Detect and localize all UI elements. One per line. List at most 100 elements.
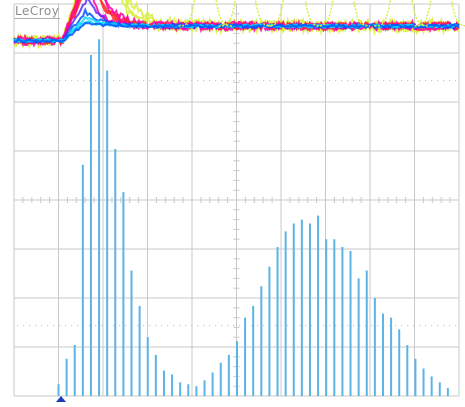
dotted-guide: [275, 325, 276, 326]
dotted-guide: [155, 80, 156, 81]
dotted-guide: [359, 80, 360, 81]
dotted-guide: [431, 80, 432, 81]
dotted-guide: [251, 325, 252, 326]
dotted-guide: [389, 325, 390, 326]
dotted-guide: [41, 325, 42, 326]
dotted-guide: [365, 80, 366, 81]
dotted-guide: [179, 80, 180, 81]
dotted-guide: [173, 80, 174, 81]
dotted-guide: [71, 325, 72, 326]
dotted-guide: [125, 80, 126, 81]
dotted-guide: [83, 80, 84, 81]
dotted-guide: [305, 325, 306, 326]
dotted-guide: [437, 325, 438, 326]
dotted-guide: [251, 80, 252, 81]
dotted-guide: [101, 325, 102, 326]
dotted-guide: [371, 325, 372, 326]
dotted-guide: [425, 325, 426, 326]
dotted-guide: [113, 325, 114, 326]
dotted-guide: [191, 80, 192, 81]
dotted-guide: [287, 80, 288, 81]
dotted-guide: [191, 325, 192, 326]
dotted-guide: [419, 325, 420, 326]
dotted-guide: [71, 80, 72, 81]
dotted-guide: [155, 325, 156, 326]
dotted-guide: [167, 325, 168, 326]
dotted-guide: [131, 80, 132, 81]
dotted-guide: [401, 325, 402, 326]
dotted-guide: [29, 80, 30, 81]
dotted-guide: [329, 325, 330, 326]
dotted-guide: [299, 80, 300, 81]
dotted-guide: [233, 325, 234, 326]
dotted-guide: [263, 325, 264, 326]
dotted-guide: [197, 325, 198, 326]
dotted-guide: [179, 325, 180, 326]
dotted-guide: [113, 80, 114, 81]
dotted-guide: [275, 80, 276, 81]
dotted-guide: [47, 80, 48, 81]
dotted-guide: [53, 325, 54, 326]
dotted-guide: [149, 80, 150, 81]
dotted-guide: [239, 325, 240, 326]
dotted-guide: [23, 325, 24, 326]
dotted-guide: [323, 325, 324, 326]
dotted-guide: [413, 325, 414, 326]
dotted-guide: [449, 80, 450, 81]
dotted-guide: [281, 325, 282, 326]
dotted-guide: [263, 80, 264, 81]
dotted-guide: [299, 325, 300, 326]
dotted-guide: [185, 80, 186, 81]
dotted-guide: [203, 80, 204, 81]
dotted-guide: [65, 325, 66, 326]
dotted-guide: [23, 80, 24, 81]
dotted-guide: [167, 80, 168, 81]
dotted-guide: [257, 325, 258, 326]
dotted-guide: [377, 80, 378, 81]
dotted-guide: [143, 80, 144, 81]
dotted-guide: [41, 80, 42, 81]
dotted-guide: [161, 325, 162, 326]
dotted-guide: [221, 325, 222, 326]
brand-logo: LeCroy: [14, 4, 60, 19]
dotted-guide: [59, 80, 60, 81]
dotted-guide: [137, 325, 138, 326]
dotted-guide: [17, 325, 18, 326]
dotted-guide: [305, 80, 306, 81]
dotted-guide: [311, 325, 312, 326]
dotted-guide: [431, 325, 432, 326]
dotted-guide: [281, 80, 282, 81]
dotted-guide: [443, 80, 444, 81]
dotted-guide: [143, 325, 144, 326]
dotted-guide: [287, 325, 288, 326]
dotted-guide: [185, 325, 186, 326]
dotted-guide: [227, 80, 228, 81]
dotted-guide: [35, 325, 36, 326]
dotted-guide: [437, 80, 438, 81]
dotted-guide: [311, 80, 312, 81]
dotted-guide: [341, 80, 342, 81]
dotted-guide: [209, 80, 210, 81]
dotted-guide: [443, 325, 444, 326]
dotted-guide: [245, 80, 246, 81]
dotted-guide: [455, 80, 456, 81]
dotted-guide: [317, 80, 318, 81]
dotted-guide: [161, 80, 162, 81]
dotted-guide: [53, 80, 54, 81]
dotted-guide: [137, 80, 138, 81]
dotted-guide: [425, 80, 426, 81]
dotted-guide: [77, 325, 78, 326]
dotted-guide: [95, 325, 96, 326]
dotted-guide: [95, 80, 96, 81]
dotted-guide: [119, 325, 120, 326]
dotted-guide: [119, 80, 120, 81]
dotted-guide: [215, 80, 216, 81]
dotted-guide: [347, 80, 348, 81]
dotted-guide: [227, 325, 228, 326]
dotted-guide: [239, 80, 240, 81]
dotted-guide: [35, 80, 36, 81]
dotted-guide: [335, 80, 336, 81]
dotted-guide: [407, 80, 408, 81]
dotted-guide: [329, 80, 330, 81]
